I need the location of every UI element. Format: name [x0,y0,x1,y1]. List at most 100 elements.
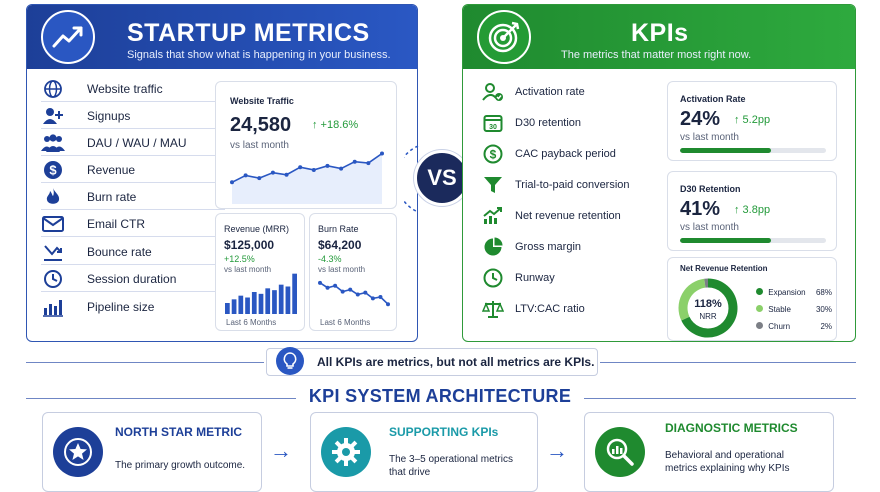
supporting-kpis-card: SUPPORTING KPIs The 3–5 operational metr… [310,412,538,492]
data-point [356,293,360,297]
trend-chart-icon [41,10,95,64]
bar-chart-icon [41,296,65,318]
arch-heading: DIAGNOSTIC METRICS [665,421,798,435]
card-delta: ↑ 3.8pp [734,204,770,216]
arch-body: The primary growth outcome. [115,459,255,472]
bar [259,294,264,314]
kpi-label: Activation rate [515,86,585,98]
svg-text:$: $ [49,163,57,178]
arch-heading: SUPPORTING KPIs [389,425,498,439]
funnel-icon [481,174,505,196]
startup-metrics-panel: STARTUP METRICS Signals that show what i… [26,4,418,342]
metric-label: Session duration [87,272,176,286]
activation-progress-bar [680,148,826,153]
kpi-label: Gross margin [515,241,581,253]
metric-label: Revenue [87,163,135,177]
kpi-item-ltv-cac: LTV:CAC ratio [481,298,585,320]
data-point [285,173,289,177]
list-divider [41,101,225,102]
mrr-bar-chart [222,268,300,314]
kpi-item-d30-retention: 30 D30 retention [481,112,581,134]
card-footer: Last 6 Months [320,318,370,327]
users-icon [41,132,65,154]
data-point [333,284,337,288]
nrr-legend-stable: Stable 30% [756,305,832,314]
kpi-item-gross-margin: Gross margin [481,236,581,258]
flame-icon [41,186,65,208]
legend-label: Churn [768,322,790,331]
legend-pct: 2% [820,322,832,331]
bar [272,290,277,314]
dollar-icon: $ [481,143,505,165]
legend-swatch [756,322,763,329]
arrow-right-icon: → [546,438,568,464]
bar [225,303,230,314]
bounce-arrow-icon [41,241,65,263]
list-divider [41,264,225,265]
bar [245,298,250,315]
nrr-card: Net Revenue Retention 118% NRR Expansion… [667,257,837,341]
bar [286,287,291,315]
card-delta: ↑ +18.6% [312,119,358,131]
d30-retention-card: D30 Retention 41% ↑ 3.8pp vs last month [667,171,837,251]
metric-label: Pipeline size [87,300,154,314]
svg-text:30: 30 [489,124,497,131]
kpi-item-trial-to-paid: Trial-to-paid conversion [481,174,630,196]
metric-item-dau-wau-mau: DAU / WAU / MAU [41,132,187,154]
data-point [244,173,248,177]
data-point [348,288,352,292]
traffic-line-chart [224,140,390,204]
metric-label: Burn rate [87,190,136,204]
data-point [353,160,357,164]
series-line [320,283,388,304]
arch-body: The 3–5 operational metrics that drive [389,453,521,479]
card-delta: ↑ 5.2pp [734,114,770,126]
list-divider [41,209,225,210]
burn-rate-card: Burn Rate $64,200 -4.3% vs last month La… [309,213,397,331]
list-divider [41,291,225,292]
legend-label: Stable [768,305,791,314]
bar [252,292,257,314]
clock-icon [41,268,65,290]
arch-rule-right [584,398,856,399]
kpi-label: Net revenue retention [515,210,621,222]
bar [238,296,243,314]
card-title: Burn Rate [318,224,359,234]
kpi-label: Runway [515,272,555,284]
trend-up-icon [481,205,505,227]
card-title: Activation Rate [680,94,746,104]
data-point [378,295,382,299]
card-footer: Last 6 Months [226,318,276,327]
card-caption: vs last month [680,132,739,143]
bar [232,299,237,314]
card-value: 24,580 [230,114,291,137]
line-area [232,153,382,204]
kpis-panel: KPIs The metrics that matter most right … [462,4,856,342]
kpis-title: KPIs [631,19,689,48]
globe-icon [41,78,65,100]
legend-swatch [756,288,763,295]
metric-label: Bounce rate [87,245,152,259]
nrr-value: 118% [676,298,740,310]
lightbulb-icon [276,347,304,375]
data-point [386,302,390,306]
callout-text: All KPIs are metrics, but not all metric… [317,355,594,369]
metric-item-revenue: $ Revenue [41,159,135,181]
data-point [230,180,234,184]
metric-label: DAU / WAU / MAU [87,136,187,150]
legend-label: Expansion [768,288,805,297]
kpis-subtitle: The metrics that matter most right now. [561,49,751,61]
metric-item-session-duration: Session duration [41,268,176,290]
callout-box: All KPIs are metrics, but not all metric… [266,348,598,376]
data-point [339,167,343,171]
card-title: Net Revenue Retention [680,264,768,273]
svg-text:$: $ [490,148,497,162]
data-point [312,168,316,172]
data-point [298,165,302,169]
nrr-legend-expansion: Expansion 68% [756,288,832,297]
progress-fill [680,148,771,153]
kpi-label: CAC payback period [515,148,616,160]
legend-swatch [756,305,763,312]
nrr-legend-churn: Churn 2% [756,322,832,331]
data-point [380,151,384,155]
